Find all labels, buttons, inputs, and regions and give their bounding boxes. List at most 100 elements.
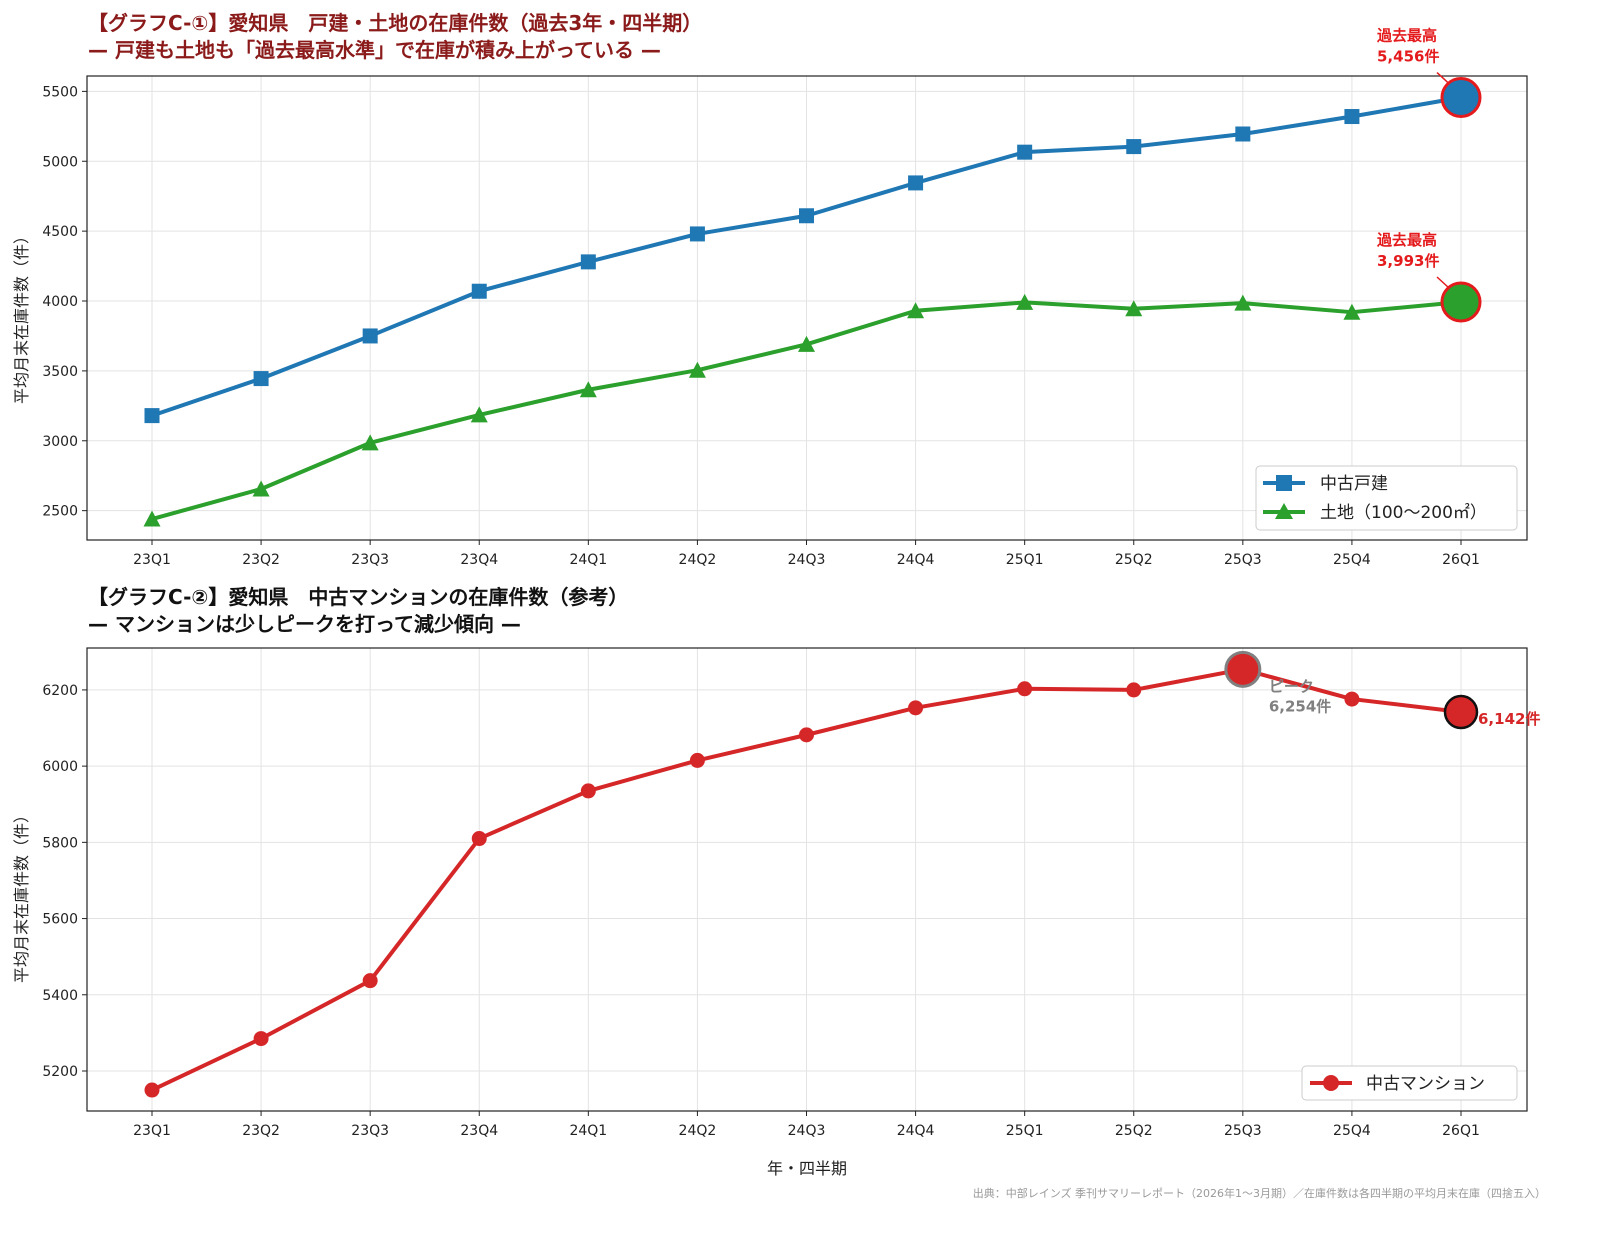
data-point-square [580,254,596,270]
data-point-circle [689,752,705,768]
data-point-triangle [579,381,597,398]
y-tick-label: 4500 [42,224,78,240]
x-tick-label: 25Q4 [1333,552,1371,568]
y-tick-label: 5400 [42,988,78,1004]
x-tick-label: 24Q2 [679,552,717,568]
x-tick-label: 25Q2 [1115,1123,1153,1139]
x-tick-label: 24Q2 [679,1123,717,1139]
data-point-circle [253,1031,269,1047]
data-point-square [362,328,378,344]
data-point-triangle [1125,300,1143,317]
chart2-title: 【グラフC-②】愛知県 中古マンションの在庫件数（参考） [88,585,628,609]
x-tick-label: 23Q1 [133,552,171,568]
data-point-square [1126,139,1142,155]
data-point-circle [799,727,814,743]
data-point-square [689,226,705,242]
data-point-circle [1017,681,1033,697]
y-tick-label: 6200 [42,683,78,699]
data-point-square [908,175,924,191]
data-point-triangle [1016,293,1034,310]
chart2-ylabel: 平均月末在庫件数（件） [12,807,31,983]
x-tick-label: 25Q4 [1333,1123,1371,1139]
y-tick-label: 4000 [42,294,78,310]
data-point-circle [144,1082,160,1098]
data-point-triangle [1234,294,1252,311]
highlight-marker [1440,281,1482,323]
legend-marker-mansion [1323,1075,1339,1091]
data-point-circle [1344,691,1360,707]
x-tick-label: 26Q1 [1442,1123,1480,1139]
source-note: 出典：中部レインズ 季刊サマリーレポート（2026年1〜3月期）／在庫件数は各四… [973,1186,1546,1200]
x-tick-label: 24Q4 [897,1123,935,1139]
chart2-subtitle: — マンションは少しピークを打って減少傾向 — [88,612,521,636]
data-point-triangle [798,335,815,352]
x-tick-label: 23Q3 [351,552,389,568]
y-tick-label: 2500 [42,504,78,520]
x-tick-label: 25Q3 [1224,552,1262,568]
data-point-triangle [252,480,270,497]
data-point-square [1017,144,1033,160]
x-tick-label: 23Q3 [351,1123,389,1139]
x-tick-label: 24Q1 [569,552,607,568]
data-point-square [1235,126,1251,142]
y-tick-label: 5500 [42,84,78,100]
y-tick-label: 3000 [42,434,78,450]
annotation-label: 過去最高 [1376,27,1437,45]
legend-marker-land [1275,503,1293,519]
annotation-arrow [1436,276,1450,289]
data-point-square [144,408,160,424]
annotation-label: 過去最高 [1376,231,1437,249]
latest-marker [1443,694,1479,730]
chart1-subtitle: — 戸建も土地も「過去最高水準」で在庫が積み上がっている — [88,38,661,62]
data-point-triangle [470,406,488,423]
annotation-value: 6,254件 [1269,697,1331,715]
y-tick-label: 6000 [42,759,78,775]
annotation-value: 5,456件 [1377,48,1439,66]
x-tick-label: 25Q1 [1006,552,1044,568]
chart1-legend: 中古戸建 土地（100〜200㎡） [1255,465,1518,531]
data-point-circle [362,973,378,989]
y-tick-label: 5600 [42,912,78,928]
data-point-square [471,283,487,299]
y-tick-label: 5000 [42,154,78,170]
chart2-plot: 5200 5400 5600 5800 6000 6200 23Q1 23Q2 23Q3 23Q4… [42,647,1540,1139]
chart1-title: 【グラフC-①】愛知県 戸建・土地の在庫件数（過去3年・四半期） [88,11,702,35]
data-point-triangle [1343,303,1361,320]
y-tick-label: 5800 [42,835,78,851]
data-point-square [799,208,814,224]
annotation-value: 6,142件 [1478,710,1540,728]
chart2-xlabel: 年・四半期 [767,1159,847,1178]
peak-marker [1224,650,1262,688]
x-tick-label: 24Q3 [788,1123,826,1139]
chart1-legend-frame [1255,465,1518,531]
legend-label-mansion: 中古マンション [1366,1074,1485,1094]
data-point-triangle [688,361,706,378]
chart2-legend: 中古マンション [1301,1065,1518,1101]
data-point-triangle [143,510,161,527]
x-tick-label: 24Q4 [897,552,935,568]
data-point-circle [908,700,924,716]
y-tick-label: 5200 [42,1064,78,1080]
annotation-label: ピーク [1269,677,1314,695]
x-tick-label: 24Q3 [788,552,826,568]
highlight-marker [1440,77,1482,119]
annotation-arrow [1436,71,1450,85]
x-tick-label: 23Q4 [460,552,498,568]
x-tick-label: 25Q3 [1224,1123,1262,1139]
data-point-circle [580,783,596,799]
data-point-triangle [361,434,379,451]
legend-marker-detached [1276,475,1292,491]
annotation-value: 3,993件 [1377,252,1439,270]
x-tick-label: 23Q4 [460,1123,498,1139]
x-tick-label: 23Q2 [242,1123,280,1139]
data-point-square [253,371,269,387]
x-tick-label: 25Q1 [1006,1123,1044,1139]
data-point-circle [471,831,487,847]
x-tick-label: 23Q1 [133,1123,171,1139]
x-tick-label: 23Q2 [242,552,280,568]
data-point-circle [1126,682,1142,698]
chart2-legend-frame [1301,1065,1518,1101]
data-point-square [1344,109,1360,125]
data-point-triangle [907,302,925,319]
legend-label-land: 土地（100〜200㎡） [1320,503,1487,523]
